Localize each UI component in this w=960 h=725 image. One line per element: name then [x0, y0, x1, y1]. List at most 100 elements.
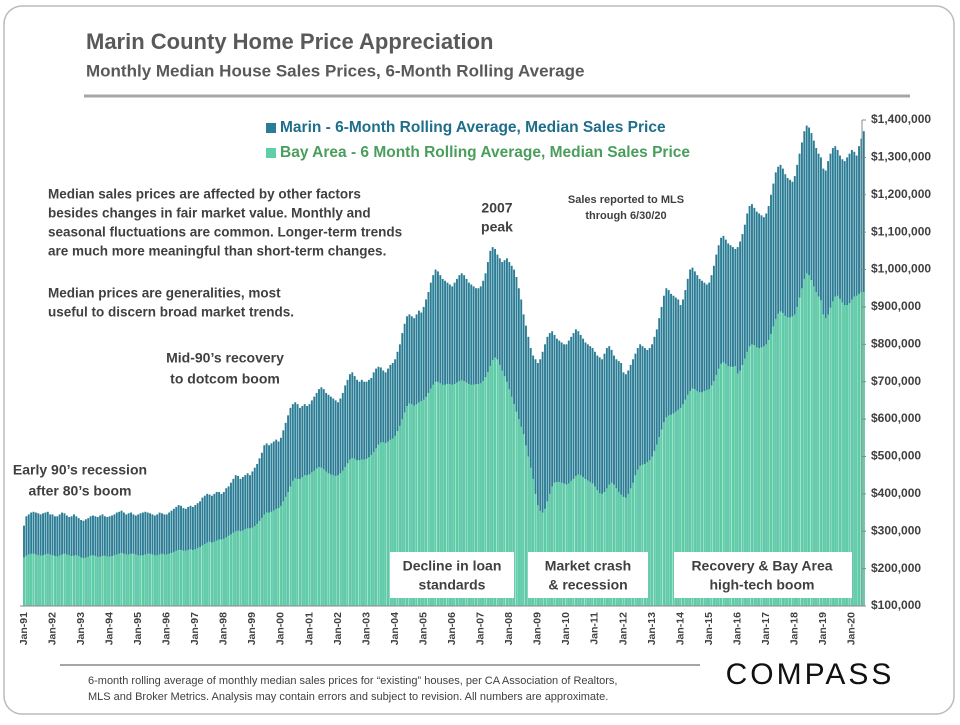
bar [353, 458, 356, 606]
y-tick-label: $1,300,000 [871, 150, 931, 164]
bar [596, 355, 599, 606]
bar [553, 334, 556, 606]
bar [648, 460, 651, 606]
x-tick-label: Jan-96 [161, 612, 173, 645]
bar [660, 429, 663, 606]
bar [529, 467, 532, 606]
annotation-text: to dotcom boom [170, 371, 280, 387]
bar [253, 525, 256, 606]
x-tick-label: Jan-14 [674, 612, 686, 645]
bar [663, 422, 665, 606]
bar [651, 456, 654, 606]
bar [182, 550, 185, 606]
bar [615, 359, 618, 606]
brand-logo: COMPASS [726, 658, 895, 691]
bar [427, 392, 430, 606]
bar [472, 384, 475, 606]
bar [622, 496, 625, 606]
x-tick-label: Jan-99 [246, 612, 258, 645]
bar [762, 346, 765, 606]
y-tick-label: $600,000 [871, 411, 921, 425]
bar [372, 451, 375, 606]
x-tick-label: Jan-95 [132, 612, 144, 645]
x-tick-label: Jan-12 [617, 612, 629, 645]
bar [284, 496, 287, 606]
bar [677, 409, 680, 606]
bar [65, 554, 68, 606]
bar [184, 550, 187, 606]
bar [453, 383, 456, 606]
bar [777, 313, 780, 606]
bar [570, 336, 573, 606]
bar [279, 505, 282, 606]
bar [401, 419, 404, 606]
bar [589, 481, 592, 606]
bar [94, 555, 97, 606]
bar [682, 404, 684, 606]
bar [270, 511, 273, 606]
bar [170, 552, 173, 606]
bar [232, 532, 235, 606]
bar [63, 553, 66, 606]
bar [206, 542, 209, 606]
bar [403, 412, 406, 606]
bar [351, 457, 354, 606]
bar [241, 530, 244, 606]
bar [113, 555, 116, 606]
bar [601, 359, 604, 606]
bar [53, 555, 56, 606]
bar [258, 520, 261, 606]
bar [251, 527, 254, 606]
bar [346, 463, 349, 606]
bar [227, 535, 230, 606]
bar [853, 296, 856, 606]
bar [736, 373, 739, 606]
bar [708, 389, 711, 606]
bar [558, 481, 561, 606]
bar [591, 483, 594, 606]
annotation-box [390, 552, 514, 598]
bar [617, 361, 620, 606]
bar [817, 296, 820, 606]
bar [294, 478, 297, 606]
bar [758, 348, 761, 606]
bar [489, 365, 492, 606]
bar [584, 478, 587, 606]
y-tick-label: $700,000 [871, 374, 921, 388]
bar [158, 554, 161, 606]
annotation-text: after 80’s boom [29, 483, 132, 499]
bar [634, 475, 637, 606]
bar [70, 555, 73, 606]
x-tick-label: Jan-97 [189, 612, 201, 645]
bar [425, 396, 428, 606]
bar [624, 497, 627, 606]
x-tick-label: Jan-91 [18, 612, 30, 645]
bar [180, 549, 182, 606]
bar [536, 363, 539, 606]
bar [308, 474, 311, 606]
bar [42, 555, 44, 606]
annotation-text: useful to discern broad market trends. [48, 305, 294, 320]
bar [560, 482, 563, 606]
bar [558, 340, 561, 606]
bar [436, 381, 439, 606]
bar [61, 554, 64, 606]
bar [291, 480, 294, 606]
annotation-text: Median sales prices are affected by othe… [48, 187, 361, 202]
bar [793, 314, 796, 606]
bar [517, 419, 520, 606]
bar [439, 383, 442, 606]
bar [23, 557, 25, 606]
bar [289, 486, 292, 606]
bar [96, 556, 99, 606]
bar [134, 554, 137, 606]
bar [120, 552, 123, 606]
bar [698, 392, 701, 606]
bar [653, 450, 656, 606]
bar [144, 554, 147, 606]
bar [786, 317, 789, 606]
annotation-text: & recession [548, 577, 627, 593]
bar [398, 425, 401, 606]
bar [142, 555, 144, 606]
x-tick-label: Jan-07 [475, 612, 487, 645]
